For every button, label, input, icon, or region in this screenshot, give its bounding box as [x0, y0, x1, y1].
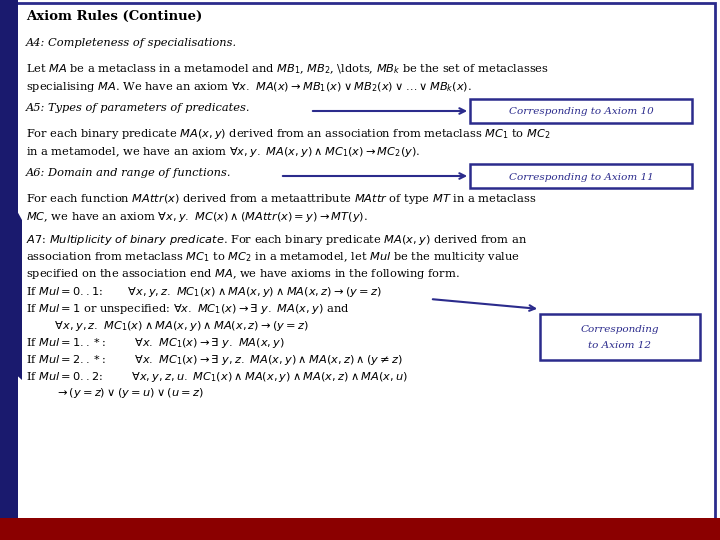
- Text: If $\mathit{Mul} = 1..*$:        $\forall x.\ \mathit{MC}_1(x) \rightarrow \exis: If $\mathit{Mul} = 1..*$: $\forall x.\ \…: [26, 335, 285, 350]
- Bar: [470, 99, 692, 123]
- Text: $A7$: $\mathit{Multiplicity\ of\ binary\ predicate}$. For each binary predicate : $A7$: $\mathit{Multiplicity\ of\ binary\…: [26, 233, 527, 247]
- Text: in a metamodel, we have an axiom $\forall x, y.\ \mathit{MA}(x, y) \wedge \mathi: in a metamodel, we have an axiom $\foral…: [26, 144, 420, 159]
- Text: A5: Types of parameters of predicates.: A5: Types of parameters of predicates.: [26, 103, 251, 113]
- Text: A4: Completeness of specialisations.: A4: Completeness of specialisations.: [26, 38, 237, 48]
- Text: $\forall x, y, z.\ \mathit{MC}_1(x) \wedge \mathit{MA}(x, y) \wedge \mathit{MA}(: $\forall x, y, z.\ \mathit{MC}_1(x) \wed…: [26, 318, 309, 333]
- Text: Corresponding to Axiom 10: Corresponding to Axiom 10: [508, 107, 653, 117]
- Text: Let $\mathit{MA}$ be a metaclass in a metamodel and $\mathit{MB}_1$, $\mathit{MB: Let $\mathit{MA}$ be a metaclass in a me…: [26, 62, 549, 76]
- Bar: [0, 518, 720, 540]
- Polygon shape: [0, 0, 18, 540]
- Text: For each function $\mathit{MAttr}(x)$ derived from a metaattribute $\mathit{MAtt: For each function $\mathit{MAttr}(x)$ de…: [26, 192, 536, 206]
- Text: Axiom Rules (Continue): Axiom Rules (Continue): [26, 10, 202, 23]
- Bar: [540, 314, 700, 360]
- Text: For each binary predicate $\mathit{MA}(x, y)$ derived from an association from m: For each binary predicate $\mathit{MA}(x…: [26, 127, 551, 141]
- Polygon shape: [0, 180, 22, 380]
- Text: If $\mathit{Mul} = 0..2$:        $\forall x, y, z, u.\ \mathit{MC}_1(x) \wedge \: If $\mathit{Mul} = 0..2$: $\forall x, y,…: [26, 369, 408, 384]
- Text: association from metaclass $\mathit{MC}_1$ to $\mathit{MC}_2$ in a metamodel, le: association from metaclass $\mathit{MC}_…: [26, 250, 520, 264]
- Text: If $\mathit{Mul} = 0..1$:       $\forall x, y, z.\ \mathit{MC}_1(x) \wedge \math: If $\mathit{Mul} = 0..1$: $\forall x, y,…: [26, 284, 382, 299]
- Text: Corresponding: Corresponding: [581, 325, 660, 334]
- Text: specialising $\mathit{MA}$. We have an axiom $\forall x.\ \mathit{MA}(x) \righta: specialising $\mathit{MA}$. We have an a…: [26, 79, 472, 94]
- Text: A6: Domain and range of functions.: A6: Domain and range of functions.: [26, 168, 232, 178]
- Text: $\mathit{MC}$, we have an axiom $\forall x,y.\ \mathit{MC}(x) \wedge (\mathit{MA: $\mathit{MC}$, we have an axiom $\forall…: [26, 209, 368, 224]
- Text: to Axiom 12: to Axiom 12: [588, 341, 652, 349]
- Text: specified on the association end $\mathit{MA}$, we have axioms in the following : specified on the association end $\mathi…: [26, 267, 459, 281]
- Bar: [470, 164, 692, 188]
- Text: If $\mathit{Mul} = 1$ or unspecified: $\forall x.\ \mathit{MC}_1(x) \rightarrow : If $\mathit{Mul} = 1$ or unspecified: $\…: [26, 301, 349, 316]
- Text: $\rightarrow (y = z) \vee (y = u) \vee (u = z)$: $\rightarrow (y = z) \vee (y = u) \vee (…: [26, 386, 204, 400]
- Text: Corresponding to Axiom 11: Corresponding to Axiom 11: [508, 172, 653, 181]
- Text: If $\mathit{Mul} = 2..*$:        $\forall x.\ \mathit{MC}_1(x) \rightarrow \exis: If $\mathit{Mul} = 2..*$: $\forall x.\ \…: [26, 352, 402, 367]
